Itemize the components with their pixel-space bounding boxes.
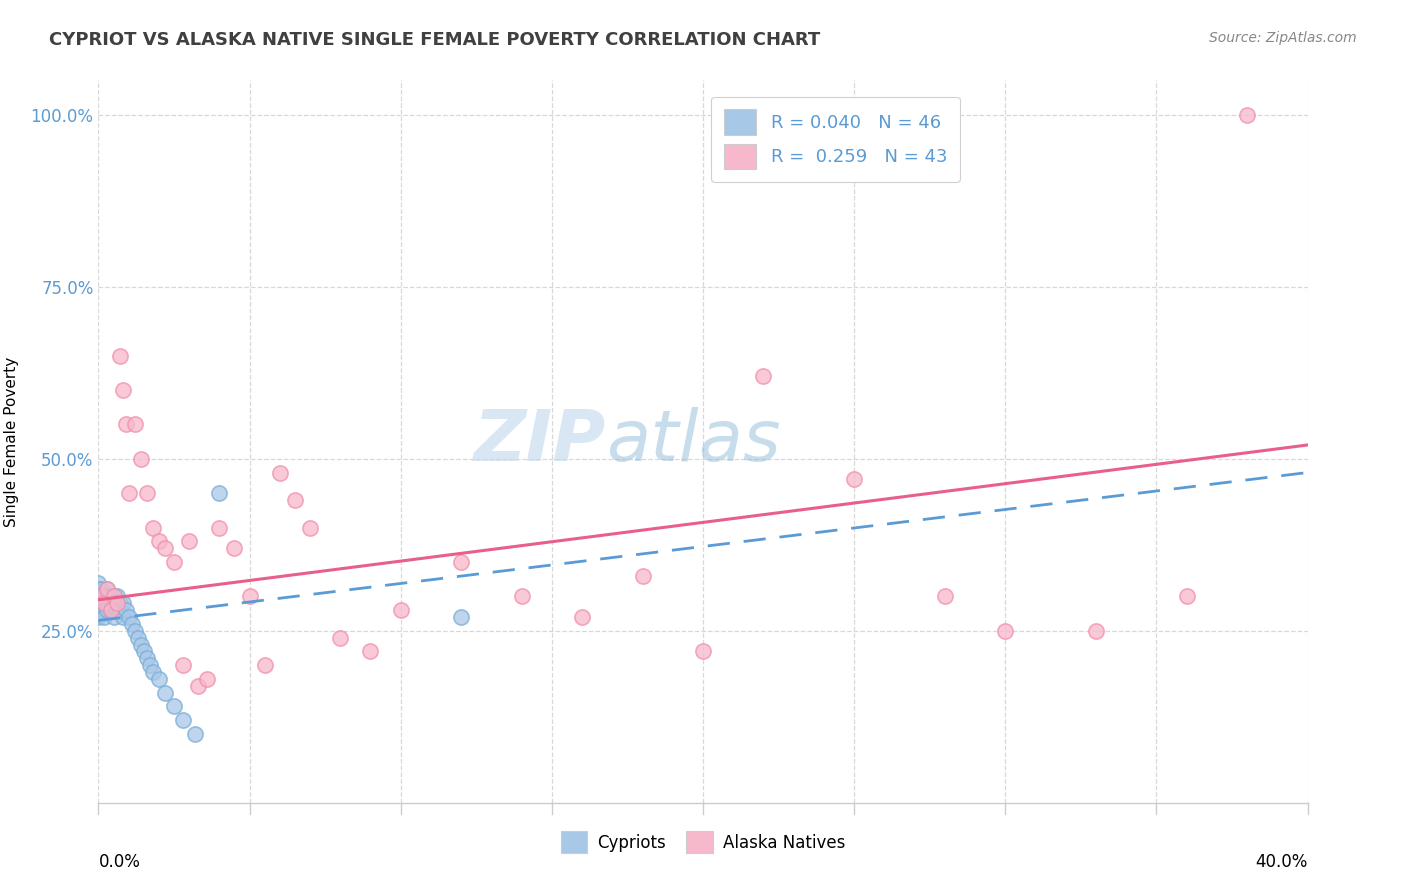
Point (142, 665, 165, 679)
Point (87, 582, 110, 597)
Point (111, 383, 134, 397)
Text: Source: ZipAtlas.com: Source: ZipAtlas.com (1209, 31, 1357, 45)
Point (329, 631, 352, 645)
Point (96, 590, 118, 604)
Text: CYPRIOT VS ALASKA NATIVE SINGLE FEMALE POVERTY CORRELATION CHART: CYPRIOT VS ALASKA NATIVE SINGLE FEMALE P… (49, 31, 821, 49)
Point (105, 603, 128, 617)
Point (172, 713, 194, 727)
Point (844, 472, 866, 486)
Point (129, 451, 152, 466)
Point (208, 520, 231, 534)
Point (127, 631, 149, 645)
Point (187, 679, 209, 693)
Point (692, 644, 714, 658)
Point (208, 486, 231, 500)
Text: 0.0%: 0.0% (98, 854, 141, 871)
Point (1175, 590, 1198, 604)
Point (148, 534, 170, 549)
Point (124, 624, 146, 638)
Point (96, 582, 118, 597)
Point (103, 590, 125, 604)
Point (105, 590, 128, 604)
Point (450, 555, 472, 569)
Point (132, 644, 155, 658)
Point (90, 596, 112, 610)
Point (90, 603, 112, 617)
Point (100, 590, 122, 604)
Point (103, 596, 125, 610)
Point (87, 596, 110, 610)
Point (90, 590, 112, 604)
Point (389, 603, 412, 617)
Y-axis label: Single Female Poverty: Single Female Poverty (4, 357, 20, 526)
Text: atlas: atlas (606, 407, 780, 476)
Point (284, 493, 307, 508)
Point (139, 658, 162, 673)
Point (93, 590, 115, 604)
Point (87, 610, 110, 624)
Point (135, 651, 157, 665)
Point (752, 369, 775, 384)
Point (129, 638, 152, 652)
Point (269, 466, 291, 480)
Point (224, 541, 246, 556)
Point (87, 603, 110, 617)
Point (153, 686, 176, 700)
Point (96, 603, 118, 617)
Text: 40.0%: 40.0% (1256, 854, 1308, 871)
Point (100, 603, 122, 617)
Point (142, 520, 165, 534)
Text: ZIP: ZIP (474, 407, 606, 476)
Point (450, 610, 472, 624)
Legend: Cypriots, Alaska Natives: Cypriots, Alaska Natives (554, 825, 852, 860)
Point (93, 596, 115, 610)
Point (571, 610, 593, 624)
Point (631, 568, 654, 582)
Point (253, 658, 276, 673)
Point (124, 417, 146, 432)
Point (103, 610, 125, 624)
Point (118, 610, 141, 624)
Point (135, 486, 157, 500)
Point (163, 699, 186, 714)
Point (100, 603, 122, 617)
Point (111, 610, 134, 624)
Point (108, 596, 131, 610)
Point (360, 644, 382, 658)
Point (118, 486, 141, 500)
Point (195, 672, 218, 686)
Point (105, 596, 128, 610)
Point (153, 541, 176, 556)
Point (121, 616, 143, 631)
Point (114, 603, 136, 617)
Point (90, 590, 112, 604)
Point (93, 610, 115, 624)
Point (114, 417, 136, 432)
Point (1236, 108, 1258, 122)
Point (148, 672, 170, 686)
Point (90, 582, 112, 597)
Point (239, 590, 262, 604)
Point (108, 349, 131, 363)
Point (184, 727, 207, 741)
Point (179, 534, 201, 549)
Point (934, 590, 956, 604)
Point (93, 596, 115, 610)
Point (103, 590, 125, 604)
Point (87, 590, 110, 604)
Point (111, 596, 134, 610)
Point (510, 590, 533, 604)
Point (1085, 624, 1108, 638)
Point (172, 658, 194, 673)
Point (299, 520, 322, 534)
Point (87, 575, 110, 590)
Point (108, 603, 131, 617)
Point (105, 596, 128, 610)
Point (96, 596, 118, 610)
Point (994, 624, 1017, 638)
Point (163, 555, 186, 569)
Point (96, 582, 118, 597)
